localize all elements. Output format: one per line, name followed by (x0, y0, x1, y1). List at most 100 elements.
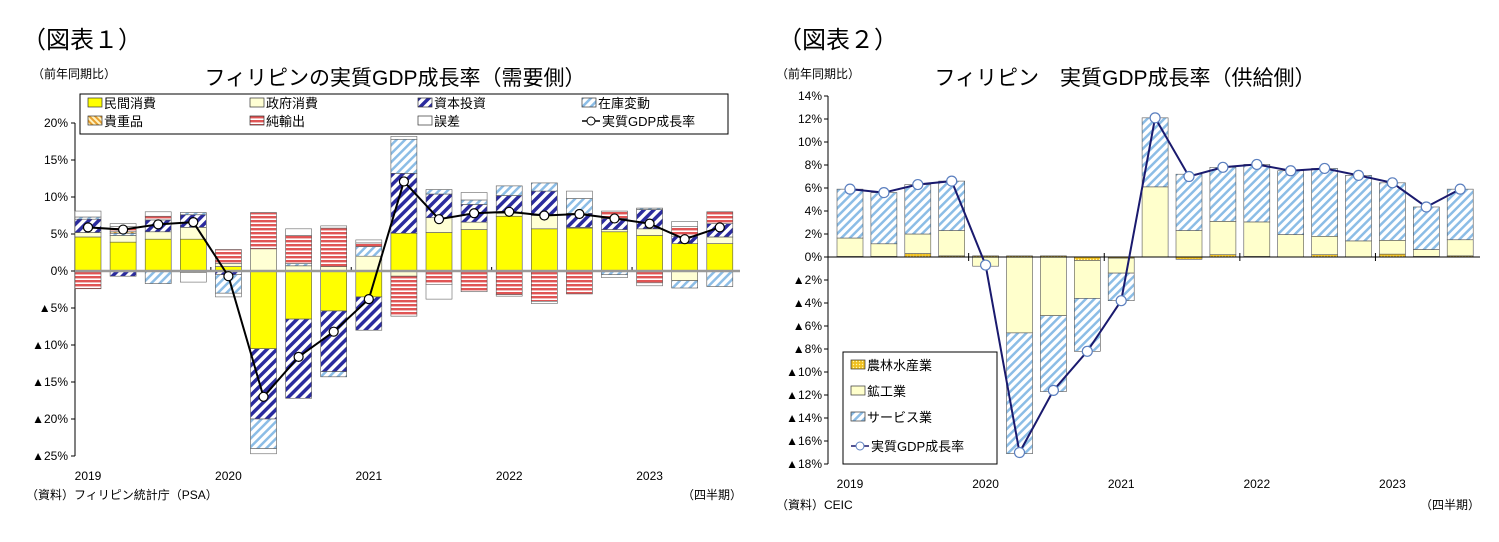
bar-segment (460, 221, 488, 230)
legend-swatch (850, 359, 866, 370)
bar-segment (390, 275, 418, 317)
bar-segment (1311, 168, 1338, 237)
y-tick-label: ▲2% (793, 273, 823, 287)
legend-swatch (87, 97, 103, 108)
bar-segment (285, 235, 312, 264)
bar-segment (74, 216, 102, 220)
bar-segment (1379, 182, 1406, 241)
bar-segment (1141, 186, 1169, 258)
gdp-growth-point (1149, 112, 1161, 124)
bar-segment (180, 212, 207, 216)
bar-segment (355, 270, 383, 298)
bar-segment (320, 371, 348, 378)
bar-segment (671, 221, 699, 227)
gdp-growth-point (1352, 169, 1365, 181)
legend-swatch (249, 97, 265, 108)
y-tick-label: 20% (44, 116, 68, 130)
bar-segment (636, 282, 663, 287)
figure-1-source: （資料）フィリピン統計庁（PSA） (26, 487, 218, 502)
bar-segment (601, 274, 628, 278)
bar-segment (285, 228, 312, 236)
bar-segment (1345, 175, 1372, 242)
legend-label: 在庫変動 (598, 96, 650, 111)
y-tick-label: 15% (44, 153, 68, 167)
y-tick-label: ▲6% (793, 319, 823, 333)
bar-segment (706, 236, 734, 244)
bar-segment (671, 270, 699, 281)
gdp-growth-point (293, 351, 304, 362)
bar-segment (250, 348, 277, 420)
bar-segment (320, 310, 348, 372)
bar-segment (250, 212, 277, 250)
bar-segment (566, 270, 593, 295)
gdp-growth-point (1251, 158, 1263, 171)
gdp-growth-point (1420, 201, 1432, 213)
figure-1-label: （図表１） (22, 27, 142, 54)
bar-segment (180, 238, 207, 272)
y-tick-label: ▲20% (32, 412, 68, 426)
bar-segment (706, 211, 734, 224)
bar-segment (144, 270, 172, 284)
bar-segment (1175, 230, 1203, 258)
gdp-growth-point (504, 206, 515, 217)
bar-segment (495, 215, 523, 272)
bar-segment (250, 418, 277, 449)
y-tick-label: ▲25% (32, 449, 68, 463)
chart-1-demand-side: 20% 15% 10% 5% 0% ▲5% ▲10% ▲15% ▲20% ▲25% 2019 2020… (32, 93, 740, 483)
x-year-label: 2020 (215, 469, 242, 483)
y-tick-label: 10% (44, 190, 68, 204)
x-year-label: 2023 (1379, 477, 1406, 491)
y-tick-label: ▲10% (32, 338, 68, 352)
gdp-growth-point (679, 234, 690, 245)
y-tick-label: 8% (805, 158, 823, 172)
bar-segment (250, 248, 277, 272)
bar-segment (904, 233, 932, 254)
bar-segment (355, 246, 383, 257)
bar-segment (636, 228, 663, 236)
bar-segment (530, 182, 558, 192)
x-year-label: 2020 (972, 477, 999, 491)
bar-segment (1277, 234, 1304, 258)
figure-2-unit-note: （前年同期比） (776, 66, 860, 81)
y-tick-label: 0% (805, 250, 823, 264)
bar-segment (285, 263, 312, 267)
y-tick-label: 12% (798, 112, 822, 126)
bar-segment (355, 239, 383, 244)
x-year-label: 2019 (837, 477, 864, 491)
bar-segment (460, 192, 488, 201)
y-tick-label: 5% (51, 227, 69, 241)
gdp-growth-point (258, 391, 269, 402)
bar-segment (636, 207, 663, 210)
bar-segment (566, 227, 593, 272)
bar-segment (671, 243, 699, 272)
bar-segment (1175, 173, 1203, 231)
bar-segment (390, 232, 418, 272)
bar-segment (425, 189, 453, 195)
bar-segment (706, 270, 734, 287)
bar-segment (1446, 188, 1474, 241)
bar-segment (460, 229, 488, 272)
bar-segment (495, 294, 523, 297)
gdp-growth-point (328, 326, 339, 337)
gdp-growth-point (469, 208, 480, 219)
bar-segment (74, 270, 102, 290)
y-tick-label: 0% (51, 264, 69, 278)
bar-segment (1074, 260, 1101, 299)
bar-segment (530, 301, 558, 304)
gdp-growth-point (539, 210, 550, 221)
gdp-growth-point (1318, 162, 1331, 175)
x-year-label: 2021 (355, 469, 382, 483)
legend-swatch (417, 97, 433, 108)
gdp-growth-point (609, 213, 620, 224)
bar-segment (74, 236, 102, 272)
bar-segment (460, 270, 488, 293)
gdp-growth-point (117, 224, 129, 235)
bar-segment (870, 243, 898, 257)
gdp-growth-point (1115, 295, 1127, 307)
bar-segment (530, 228, 558, 272)
bar-segment (250, 448, 277, 455)
bar-segment (904, 253, 932, 258)
bar-segment (1243, 221, 1271, 257)
